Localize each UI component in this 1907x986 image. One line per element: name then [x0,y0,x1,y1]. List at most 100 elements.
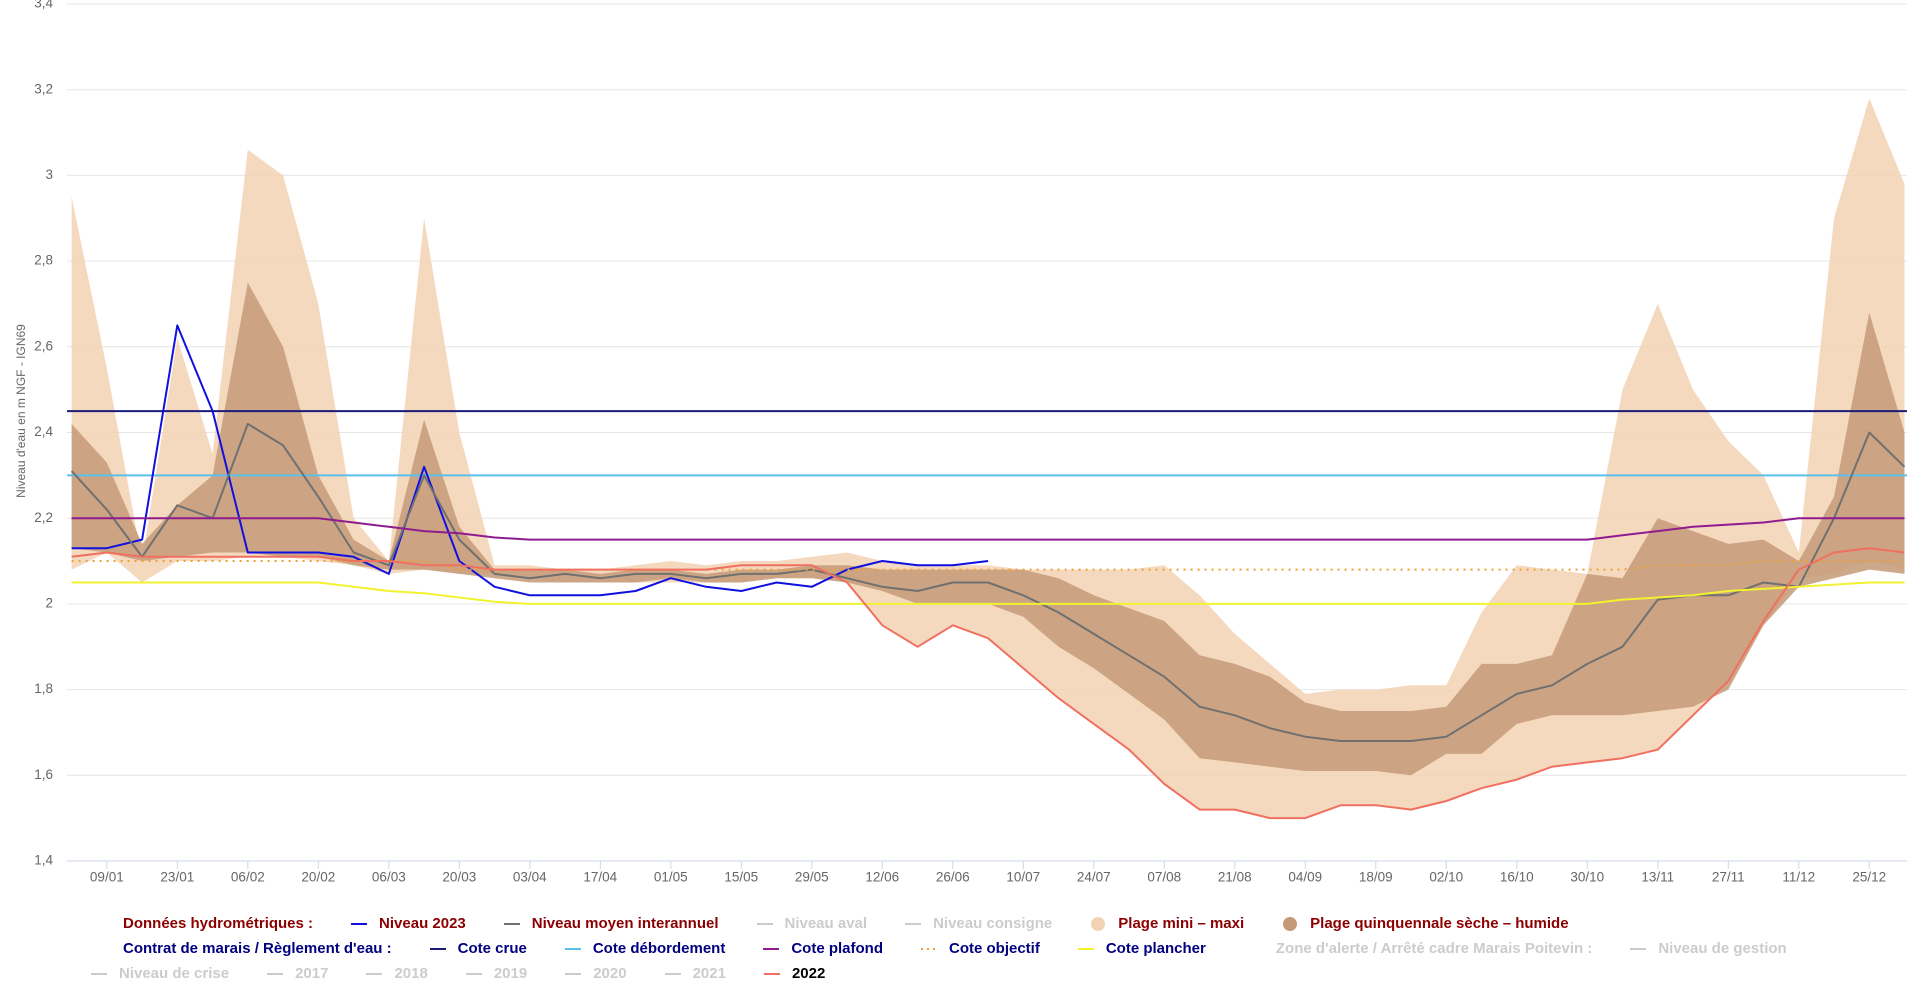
series-line [71,517,1905,541]
range-band [71,98,1905,819]
x-tick-label: 17/04 [583,870,617,885]
x-tick-label: 01/05 [654,870,688,885]
x-tick-label: 15/05 [724,870,758,885]
legend-label: Niveau aval [784,915,868,932]
y-tick-label: 2 [45,595,53,610]
legend-symbol [465,973,482,976]
legend-symbol [664,973,681,976]
legend-symbol [564,948,581,951]
y-tick-label: 2,6 [34,338,53,353]
legend-label: 2021 [692,965,726,982]
x-tick-label: 06/03 [372,870,406,885]
x-tick-label: 23/01 [160,870,194,885]
y-tick-label: 1,6 [34,767,53,782]
x-tick-label: 11/12 [1782,870,1815,885]
x-tick-label: 16/10 [1500,870,1534,885]
legend-item[interactable]: 2022 [763,961,826,986]
legend-swatch [1283,917,1298,932]
legend-label: 2022 [791,965,826,982]
x-tick-label: 13/11 [1641,870,1674,885]
x-tick-label: 07/08 [1147,870,1181,885]
legend-item[interactable]: Niveau aval [756,911,868,936]
legend-item[interactable]: 2017 [267,961,328,986]
x-tick-label: 06/02 [231,870,265,885]
x-tick-label: 12/06 [865,870,899,885]
legend-item[interactable]: Cote débordement [564,936,726,961]
x-tick-label: 25/12 [1852,870,1886,885]
x-tick-label: 18/09 [1359,870,1393,885]
legend-label: 2020 [593,965,627,982]
legend-symbol [351,923,368,926]
legend-symbol [763,948,780,951]
y-tick-label: 3 [45,167,53,182]
y-tick-label: 3,2 [34,81,53,96]
legend-label: Cote plafond [791,940,883,957]
series-line [71,581,1905,605]
legend-item[interactable]: Niveau moyen interannuel [503,911,719,936]
legend-label: Cote débordement [592,940,726,957]
y-axis-title: Niveau d'eau en m NGF - IGN69 [14,324,28,498]
legend-label: Cote crue [457,940,527,957]
legend-group-title: Données hydrométriques : [123,915,314,932]
legend-label: 2017 [295,965,329,982]
x-tick-label: 20/03 [442,870,476,885]
legend-item[interactable]: Niveau de gestion [1630,936,1787,961]
y-tick-label: 1,8 [34,681,53,696]
legend-label: Niveau moyen interannuel [531,915,719,932]
legend-item[interactable]: Cote plancher [1077,936,1206,961]
y-tick-label: 2,8 [34,253,53,268]
legend-item[interactable]: Plage mini – maxi [1090,911,1244,936]
y-tick-label: 2,4 [34,424,53,439]
x-tick-label: 30/10 [1570,870,1604,885]
legend-item[interactable]: Niveau 2023 [351,911,466,936]
y-tick-label: 1,4 [34,853,53,868]
legend-symbol [1283,917,1298,932]
legend-symbol [503,923,520,926]
x-tick-label: 26/06 [936,870,970,885]
x-tick-label: 10/07 [1006,870,1040,885]
x-tick-label: 09/01 [90,870,124,885]
legend-item[interactable]: 2021 [664,961,726,986]
legend-symbol [921,948,937,951]
legend-item[interactable]: Cote plafond [763,936,883,961]
legend-label: Plage mini – maxi [1118,915,1245,932]
legend-symbol [905,923,922,926]
legend-swatch [1091,917,1106,932]
legend-symbol [1091,917,1106,932]
legend-item[interactable]: Cote objectif [921,936,1040,961]
legend-label: Cote plancher [1105,940,1206,957]
x-tick-label: 04/09 [1288,870,1322,885]
legend-item[interactable]: Cote crue [429,936,527,961]
x-tick-label: 24/07 [1077,870,1111,885]
legend-item[interactable]: Niveau consigne [905,911,1052,936]
x-tick-label: 21/08 [1218,870,1252,885]
legend-label: Plage quinquennale sèche – humide [1310,915,1569,932]
legend-symbol [429,948,446,951]
series-line [71,547,1905,820]
legend-label: 2019 [493,965,528,982]
legend-label: Cote objectif [949,940,1040,957]
x-tick-label: 20/02 [301,870,335,885]
legend-symbol [91,973,107,976]
legend-item[interactable]: 2018 [366,961,428,986]
x-tick-label: 03/04 [513,870,547,885]
legend-item[interactable]: Niveau de crise [91,961,229,986]
legend-label: 2018 [394,965,428,982]
legend-item[interactable]: Plage quinquennale sèche – humide [1282,911,1569,936]
legend-symbol [1630,948,1647,951]
chart: Niveau d'eau en m NGF - IGN69 1,4 1,6 1,8 2… [14,0,1907,885]
x-tick-label: 02/10 [1429,870,1463,885]
x-tick-label: 27/11 [1712,870,1745,885]
legend-item[interactable]: 2020 [565,961,627,986]
range-band [71,282,1905,776]
legend-label: Niveau consigne [933,915,1053,932]
legend-group-title: Zone d'alerte / Arrêté cadre Marais Poit… [1275,940,1593,957]
x-tick-label: 29/05 [795,870,829,885]
legend-symbol [565,973,582,976]
legend-label: Niveau de gestion [1658,940,1787,957]
legend-label: Niveau 2023 [379,915,466,932]
legend-item[interactable]: 2019 [465,961,528,986]
y-tick-label: 3,4 [34,0,53,11]
legend-group-title: Contrat de marais / Règlement d'eau : [123,940,392,957]
legend-symbol [366,973,383,976]
